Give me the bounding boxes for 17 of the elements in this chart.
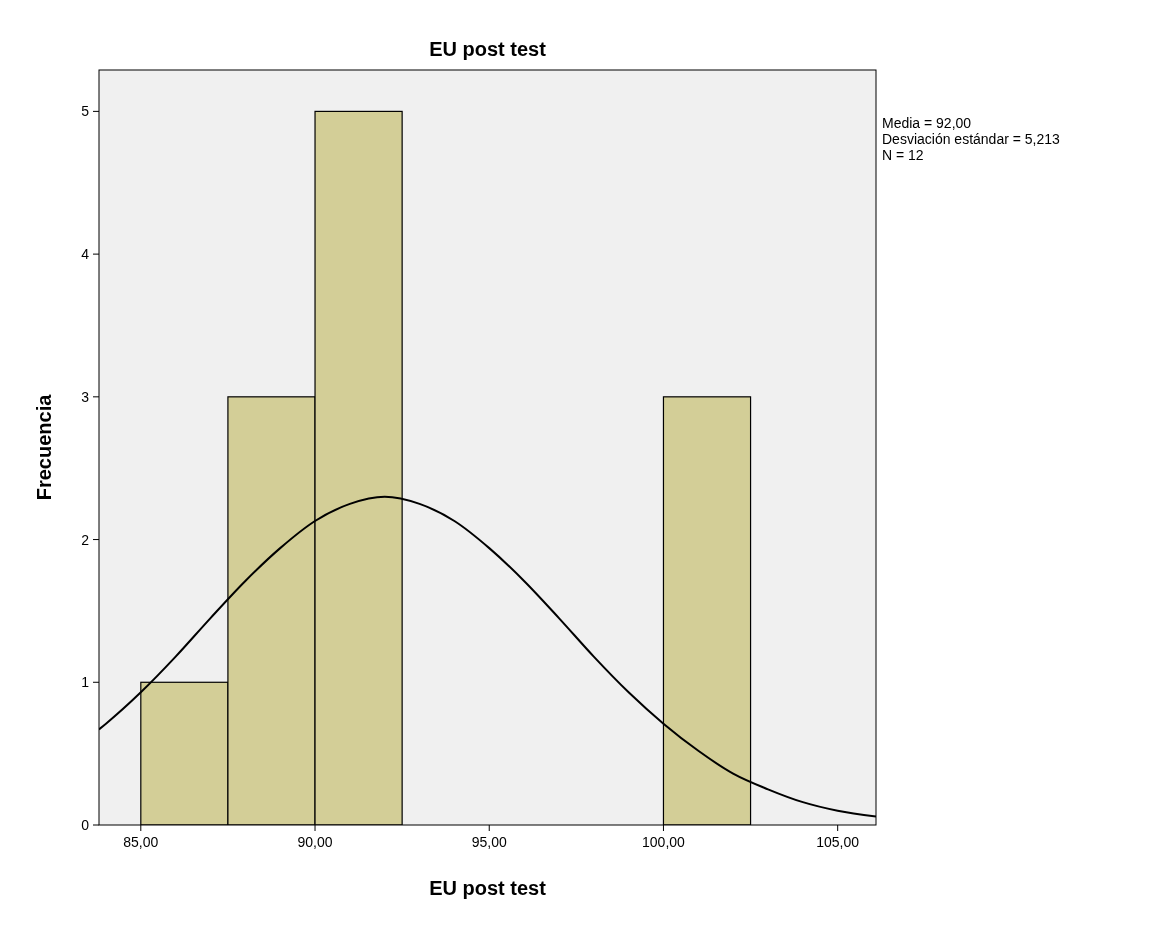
x-axis-title: EU post test [429, 877, 547, 899]
text: Media = 92,00 [882, 115, 972, 131]
y-tick-label: 2 [81, 531, 90, 548]
y-tick-label: 4 [81, 246, 90, 263]
x-tick-label: 105,00 [816, 834, 860, 850]
chart-title: EU post test [429, 38, 547, 60]
y-axis-title: Frecuencia [33, 393, 55, 501]
y-tick-label: 5 [81, 103, 90, 120]
y-tick-label: 0 [81, 817, 90, 833]
text: Desviación estándar = 5,213 [882, 131, 1061, 147]
x-tick-label: 90,00 [297, 834, 333, 850]
y-tick-label: 3 [81, 388, 90, 405]
x-tick-label: 95,00 [471, 834, 507, 850]
text: N = 12 [882, 147, 924, 163]
y-tick-label: 1 [81, 674, 90, 691]
x-tick-label: 100,00 [642, 834, 686, 850]
x-tick-label: 85,00 [123, 834, 159, 850]
